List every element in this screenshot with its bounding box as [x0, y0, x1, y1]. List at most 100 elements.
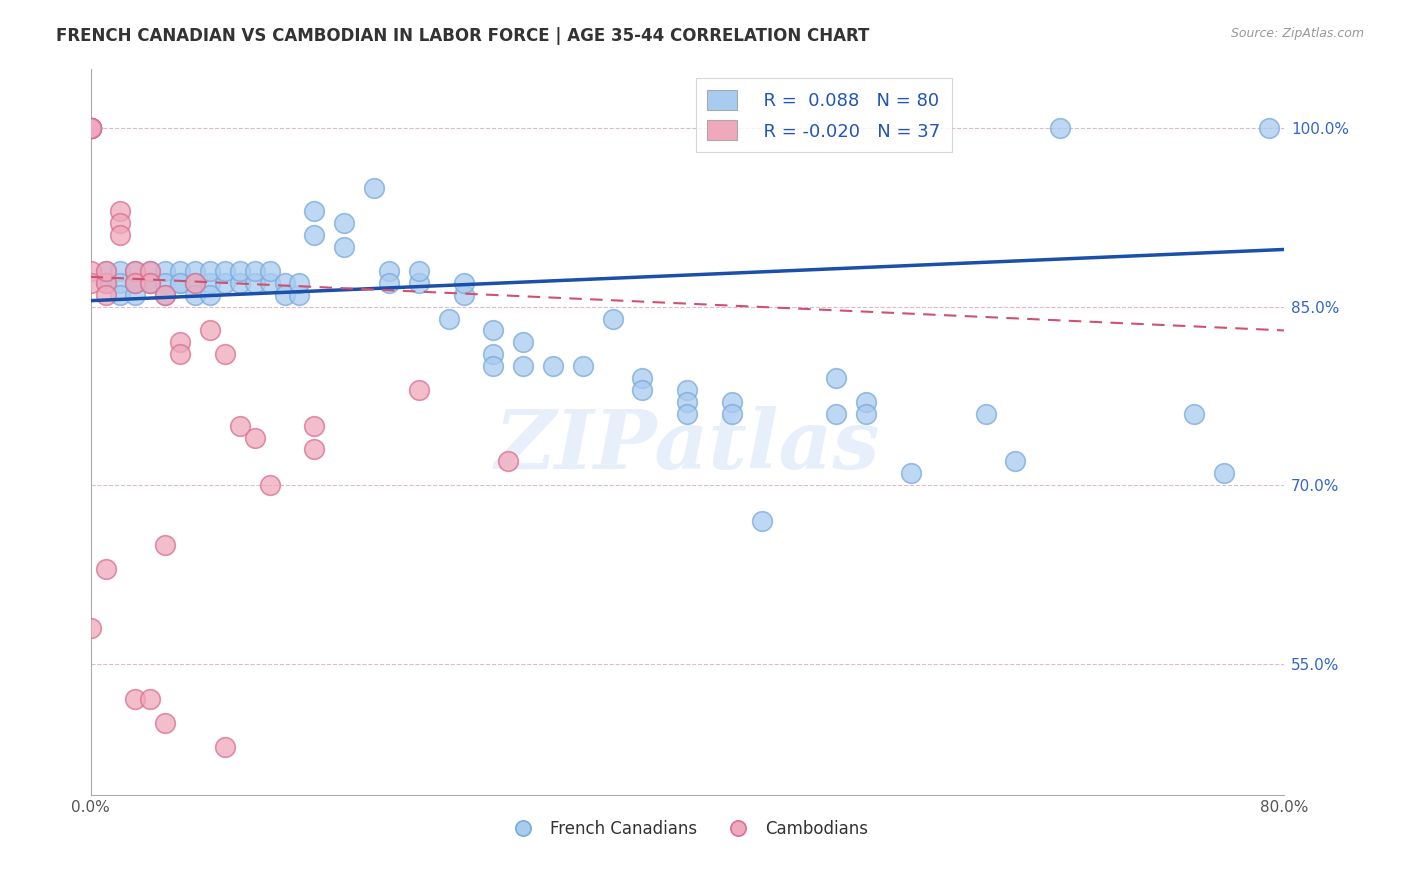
Point [124, 276, 146, 290]
Point [482, 323, 505, 337]
Point [110, 204, 132, 219]
Point [1182, 407, 1205, 421]
Point [110, 264, 132, 278]
Point [110, 276, 132, 290]
Point [184, 276, 207, 290]
Point [333, 240, 356, 254]
Point [304, 204, 326, 219]
Point [94, 276, 117, 290]
Point [79, 121, 101, 136]
Point [602, 311, 624, 326]
Point [676, 407, 699, 421]
Point [721, 407, 744, 421]
Point [214, 740, 236, 755]
Point [124, 264, 146, 278]
Point [1004, 454, 1026, 468]
Point [974, 407, 997, 421]
Point [453, 276, 475, 290]
Point [304, 442, 326, 457]
Point [110, 216, 132, 230]
Point [79, 121, 101, 136]
Point [751, 514, 773, 528]
Point [512, 335, 534, 350]
Point [1049, 121, 1071, 136]
Legend: French Canadians, Cambodians: French Canadians, Cambodians [499, 814, 875, 845]
Point [378, 264, 401, 278]
Point [110, 228, 132, 243]
Point [676, 383, 699, 397]
Point [243, 276, 266, 290]
Point [453, 287, 475, 301]
Point [94, 276, 117, 290]
Point [229, 264, 252, 278]
Point [541, 359, 564, 373]
Point [124, 692, 146, 706]
Point [482, 359, 505, 373]
Point [79, 121, 101, 136]
Point [79, 121, 101, 136]
Point [79, 121, 101, 136]
Text: FRENCH CANADIAN VS CAMBODIAN IN LABOR FORCE | AGE 35-44 CORRELATION CHART: FRENCH CANADIAN VS CAMBODIAN IN LABOR FO… [56, 27, 870, 45]
Point [363, 180, 385, 194]
Point [139, 276, 162, 290]
Point [273, 287, 295, 301]
Text: Source: ZipAtlas.com: Source: ZipAtlas.com [1230, 27, 1364, 40]
Point [124, 276, 146, 290]
Point [94, 276, 117, 290]
Point [184, 276, 207, 290]
Point [184, 264, 207, 278]
Point [169, 335, 191, 350]
Point [825, 371, 848, 385]
Point [304, 228, 326, 243]
Point [169, 276, 191, 290]
Point [79, 121, 101, 136]
Point [259, 276, 281, 290]
Point [139, 276, 162, 290]
Point [482, 347, 505, 361]
Point [572, 359, 595, 373]
Point [214, 264, 236, 278]
Point [153, 287, 176, 301]
Point [825, 407, 848, 421]
Point [198, 323, 221, 337]
Point [855, 395, 877, 409]
Point [79, 121, 101, 136]
Point [900, 467, 922, 481]
Point [94, 264, 117, 278]
Point [512, 359, 534, 373]
Point [153, 287, 176, 301]
Point [79, 121, 101, 136]
Point [229, 276, 252, 290]
Point [198, 264, 221, 278]
Point [496, 454, 519, 468]
Text: ZIPatlas: ZIPatlas [495, 406, 880, 486]
Point [721, 395, 744, 409]
Point [124, 276, 146, 290]
Point [378, 276, 401, 290]
Point [304, 418, 326, 433]
Point [79, 121, 101, 136]
Point [94, 264, 117, 278]
Point [110, 287, 132, 301]
Point [243, 264, 266, 278]
Point [288, 287, 311, 301]
Point [153, 538, 176, 552]
Point [139, 264, 162, 278]
Point [855, 407, 877, 421]
Point [259, 264, 281, 278]
Point [631, 371, 654, 385]
Point [79, 264, 101, 278]
Point [79, 276, 101, 290]
Point [198, 287, 221, 301]
Point [169, 276, 191, 290]
Point [288, 276, 311, 290]
Point [1258, 121, 1281, 136]
Point [408, 383, 430, 397]
Point [273, 276, 295, 290]
Point [437, 311, 460, 326]
Point [124, 264, 146, 278]
Point [169, 347, 191, 361]
Point [153, 276, 176, 290]
Point [198, 276, 221, 290]
Point [214, 276, 236, 290]
